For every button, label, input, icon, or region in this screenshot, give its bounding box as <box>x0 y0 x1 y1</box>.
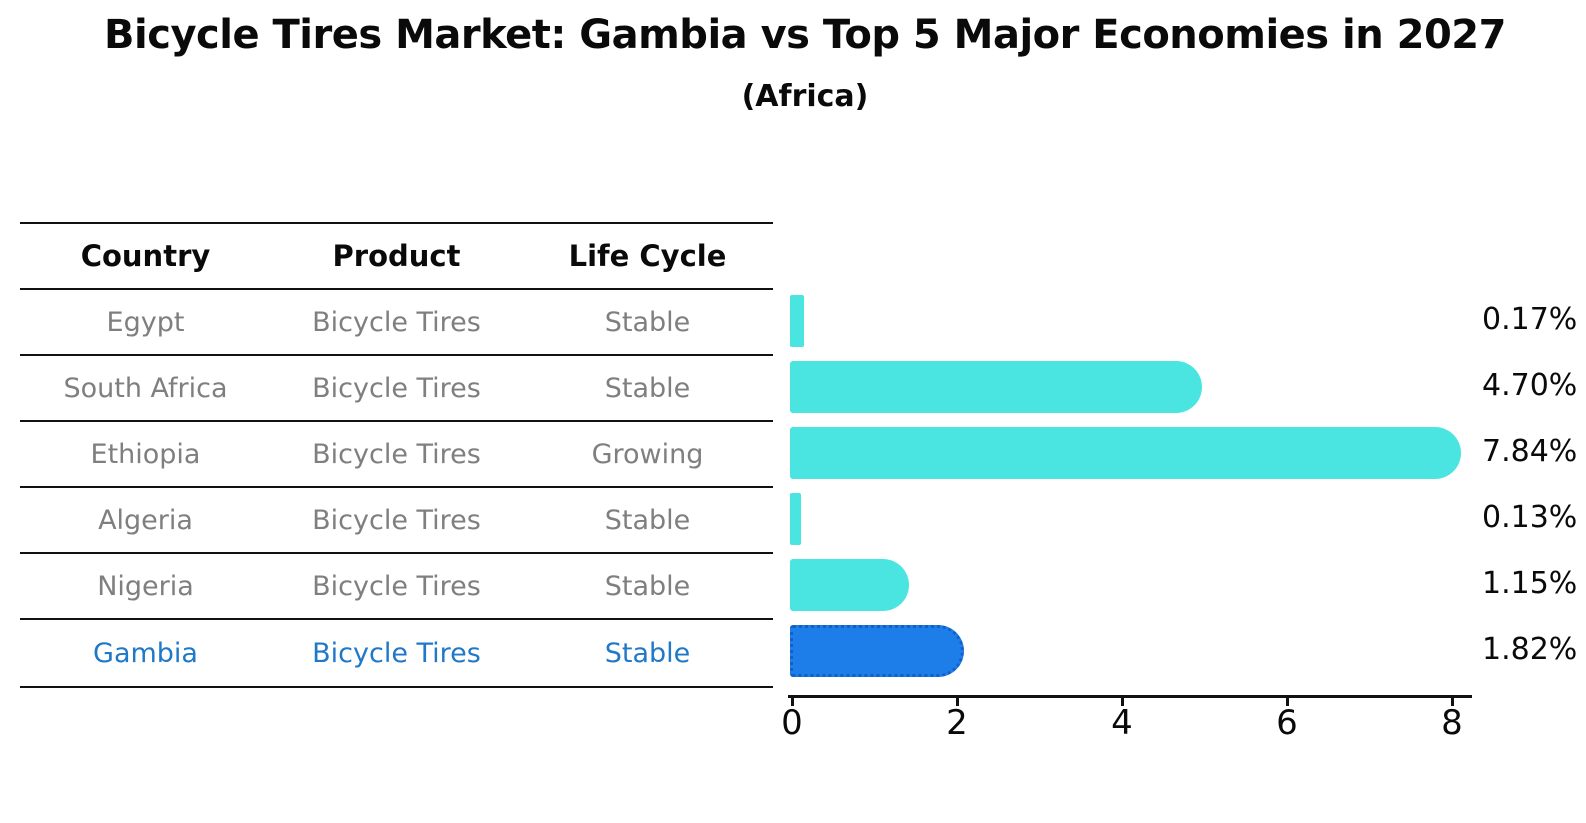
table-row: Algeria Bicycle Tires Stable <box>20 488 773 554</box>
x-axis-tick-label: 2 <box>946 703 968 743</box>
x-axis-line <box>788 695 1472 698</box>
bar-value-label: 0.17% <box>1482 302 1578 337</box>
x-axis-tick-label: 8 <box>1441 703 1463 743</box>
x-axis-tick-label: 4 <box>1111 703 1133 743</box>
x-axis-tick-label: 0 <box>781 703 803 743</box>
x-axis-tick <box>1121 696 1124 706</box>
table-row: Ethiopia Bicycle Tires Growing <box>20 422 773 488</box>
table-header-row: Country Product Life Cycle <box>20 224 773 290</box>
life-cycle-cell: Growing <box>591 438 704 470</box>
x-axis-tick-label: 6 <box>1276 703 1298 743</box>
product-cell: Bicycle Tires <box>312 306 481 338</box>
x-axis-tick <box>956 696 959 706</box>
bar-value-label: 7.84% <box>1482 434 1578 469</box>
life-cycle-cell: Stable <box>604 372 691 404</box>
country-cell: Algeria <box>98 504 193 536</box>
table-row: Egypt Bicycle Tires Stable <box>20 290 773 356</box>
country-table: Country Product Life Cycle Egypt Bicycle… <box>20 222 773 688</box>
bar-value-label: 1.15% <box>1482 566 1578 601</box>
table-row: South Africa Bicycle Tires Stable <box>20 356 773 422</box>
x-axis-tick <box>1451 696 1454 706</box>
column-header-country: Country <box>80 239 211 273</box>
product-cell: Bicycle Tires <box>312 372 481 404</box>
bar-ethiopia <box>790 427 1461 479</box>
x-axis-tick <box>791 696 794 706</box>
country-cell: Gambia <box>93 637 198 669</box>
country-cell: South Africa <box>63 372 228 404</box>
bar-south-africa <box>790 361 1202 413</box>
country-cell: Egypt <box>106 306 185 338</box>
bar-gambia <box>790 625 965 677</box>
life-cycle-cell: Stable <box>604 570 691 602</box>
table-row: Nigeria Bicycle Tires Stable <box>20 554 773 620</box>
bar-value-label: 4.70% <box>1482 368 1578 403</box>
country-cell: Nigeria <box>97 570 194 602</box>
bar-algeria <box>790 493 801 545</box>
life-cycle-cell: Stable <box>604 637 691 669</box>
product-cell: Bicycle Tires <box>312 438 481 470</box>
table-row-gambia: Gambia Bicycle Tires Stable <box>20 620 773 686</box>
life-cycle-cell: Stable <box>604 504 691 536</box>
column-header-product: Product <box>332 239 461 273</box>
country-cell: Ethiopia <box>90 438 201 470</box>
life-cycle-cell: Stable <box>604 306 691 338</box>
chart-title: Bicycle Tires Market: Gambia vs Top 5 Ma… <box>104 12 1506 58</box>
bar-value-label: 0.13% <box>1482 500 1578 535</box>
bar-egypt <box>790 295 805 347</box>
product-cell: Bicycle Tires <box>312 570 481 602</box>
bar-nigeria <box>790 559 909 611</box>
bar-value-label: 1.82% <box>1482 632 1578 667</box>
product-cell: Bicycle Tires <box>312 637 481 669</box>
chart-subtitle: (Africa) <box>741 79 869 114</box>
x-axis-tick <box>1286 696 1289 706</box>
column-header-life-cycle: Life Cycle <box>568 239 727 273</box>
product-cell: Bicycle Tires <box>312 504 481 536</box>
